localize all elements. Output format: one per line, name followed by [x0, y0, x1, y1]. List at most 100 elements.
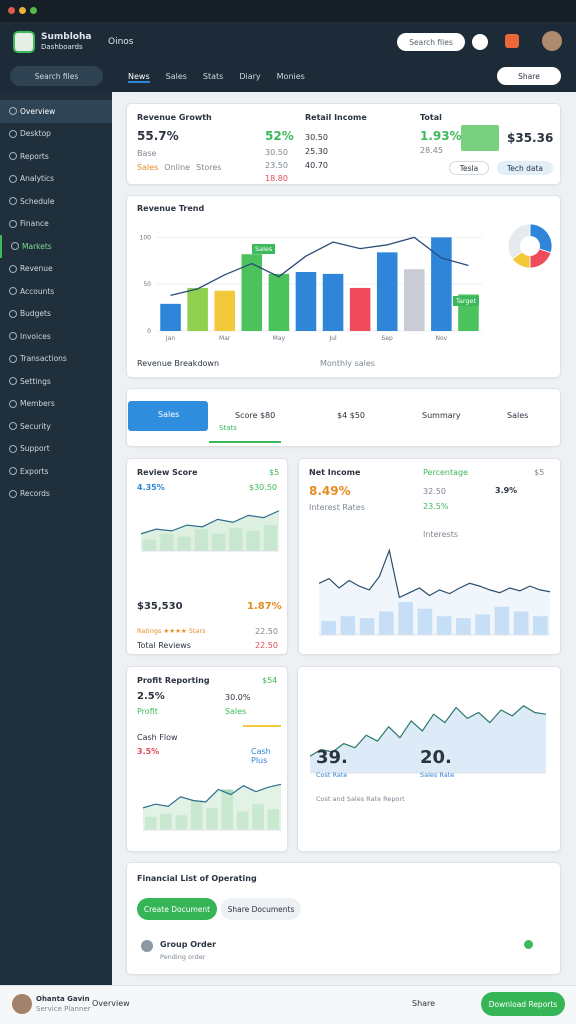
trend-line [170, 236, 469, 297]
strip-item[interactable]: Summary [422, 411, 461, 420]
x-tick-label: May [273, 335, 286, 342]
pie-chart [507, 223, 553, 269]
kpi-button-text: Tesla [459, 163, 479, 173]
bar [241, 254, 263, 331]
tab[interactable]: Stats [202, 72, 224, 81]
card-value: 3.5% [137, 747, 160, 756]
kpi-sub: Base [137, 149, 157, 158]
card-value: 4.35% [137, 483, 165, 492]
kpi-col4-value: 1.93% [420, 129, 462, 143]
tab[interactable]: News [128, 72, 150, 83]
tab[interactable]: Monies [276, 72, 305, 81]
order-sub: Pending order [160, 953, 206, 961]
sidebar-item[interactable]: Records [0, 483, 112, 506]
card-title: Net Income [309, 468, 361, 477]
card-label: Interests [423, 530, 458, 539]
card-value: 23.5% [423, 502, 449, 511]
kpi-row: 30.50 [305, 133, 328, 142]
card-tag: $5 [269, 468, 280, 477]
x-tick-label: Nov [436, 335, 448, 342]
bar [322, 273, 344, 331]
kpi-value: 55.7% [137, 129, 179, 143]
kpi-row: 18.80 [265, 174, 288, 183]
create-button[interactable]: Create Document [137, 898, 217, 920]
kpi-button[interactable]: Tech data [497, 161, 553, 175]
kpi-tag: Online [164, 163, 191, 172]
footer-link[interactable]: Overview [92, 999, 130, 1008]
bar [404, 269, 425, 331]
button-text: Share Documents [227, 904, 295, 914]
strip-sub: Stats [219, 424, 237, 432]
kpi-row: 40.70 [305, 161, 328, 170]
sidebar-item[interactable]: Desktop [0, 123, 112, 146]
chart-badge: Sales [252, 244, 276, 254]
button-text: Create Document [143, 904, 211, 914]
sidebar-item[interactable]: Budgets [0, 303, 112, 326]
card-value: 30.0% [225, 693, 251, 702]
sidebar-item[interactable]: Invoices [0, 325, 112, 348]
line [142, 783, 282, 809]
area [141, 510, 279, 551]
sidebar-search-text: Search files [34, 71, 79, 81]
sidebar-item[interactable]: Security [0, 415, 112, 438]
x-tick-label: Mar [219, 335, 231, 342]
sidebar-item[interactable]: Reports [0, 145, 112, 168]
bar [431, 237, 452, 331]
kpi-tag: Stores [196, 163, 222, 172]
sidebar-item[interactable]: Schedule [0, 190, 112, 213]
sidebar-item[interactable]: Revenue [0, 258, 112, 281]
kpi-card: Revenue Growth 55.7% Base Sales Online Sto… [126, 103, 561, 185]
cost-big: 39. [316, 747, 348, 768]
sidebar-item[interactable]: Settings [0, 370, 112, 393]
strip-item[interactable]: $4 $50 [337, 411, 365, 420]
section[interactable]: Oinos [108, 37, 134, 47]
pie-hole [520, 236, 540, 256]
strip-item[interactable]: Sales [507, 411, 529, 420]
tab[interactable]: Sales [165, 72, 187, 81]
strip-item[interactable]: Score $80 [235, 411, 276, 420]
kpi-title: Revenue Growth [137, 113, 212, 122]
review-card: Review Score $5 4.35% $30.50 $35,530 1.8… [126, 458, 288, 655]
bar [349, 287, 371, 331]
card-title: Review Score [137, 468, 198, 477]
kpi-row: 30.50 [265, 148, 288, 157]
share-button[interactable]: Share [497, 67, 561, 85]
kpi-col5-value: $35.36 [507, 131, 554, 145]
sidebar-item[interactable]: Overview [0, 100, 112, 123]
tab[interactable]: Diary [239, 72, 261, 81]
footer-bar: Ohanta Gavin Service Planner Overview Sh… [0, 985, 576, 1024]
strip-active[interactable]: Sales [128, 401, 208, 431]
sidebar-item[interactable]: Finance [0, 213, 112, 236]
search-text: Search files [409, 37, 453, 47]
chart-footer: Revenue Breakdown [137, 359, 220, 368]
sidebar-item[interactable]: Exports [0, 460, 112, 483]
user-role: Service Planner [36, 1005, 91, 1013]
sidebar-item[interactable]: Analytics [0, 168, 112, 191]
chart-title: Revenue Trend [137, 204, 205, 213]
footer-share[interactable]: Share [412, 999, 436, 1008]
bar-chart: 0 50 100 Jan Mar May Jul Sep Nov [140, 234, 482, 342]
sidebar-search[interactable]: Search files [10, 66, 103, 86]
sidebar: Search files Overview Desktop Reports Analy… [0, 66, 112, 985]
search[interactable]: Search files [397, 33, 465, 51]
sidebar-item[interactable]: Members [0, 393, 112, 416]
sidebar-item[interactable]: Accounts [0, 280, 112, 303]
chart-badge: Target [453, 296, 480, 306]
kpi-button[interactable]: Tesla [449, 161, 489, 175]
app-name: Sumbloha [41, 32, 92, 42]
sidebar-item[interactable]: Transactions [0, 348, 112, 371]
cost-label: Sales Rate [420, 771, 455, 779]
share-docs-button[interactable]: Share Documents [221, 898, 301, 920]
cost-card: 39. 20. Cost Rate Sales Rate Cost and Sa… [297, 666, 561, 852]
strip-active-text: Sales [158, 410, 180, 419]
pie-slice [507, 223, 531, 260]
sidebar-item[interactable]: Markets [0, 235, 112, 258]
bar [376, 252, 398, 331]
area [143, 784, 281, 830]
kpi-row: 23.50 [265, 161, 288, 170]
line [309, 705, 547, 757]
card-title: Financial List of Operating [137, 874, 257, 883]
download-button[interactable]: Download Reports [481, 992, 565, 1016]
sidebar-item[interactable]: Support [0, 438, 112, 461]
